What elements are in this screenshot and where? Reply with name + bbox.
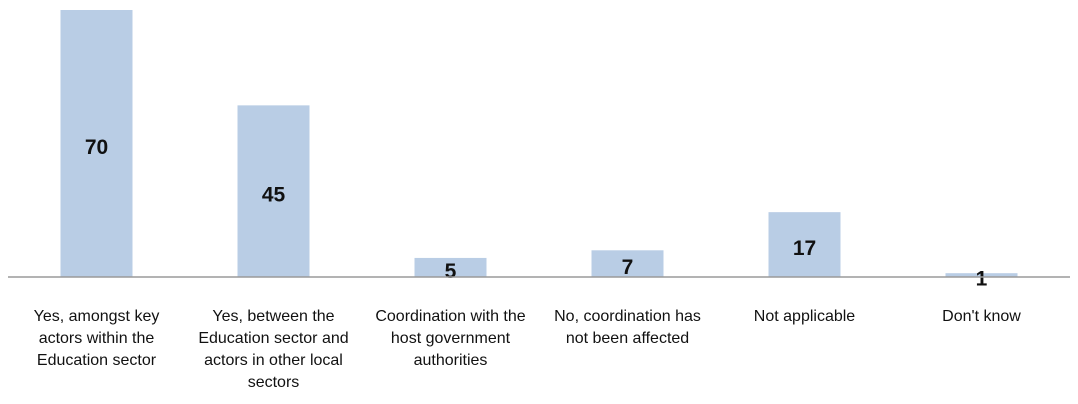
- bar: [414, 257, 487, 277]
- bar: [768, 212, 841, 277]
- bar: [945, 273, 1018, 277]
- value-label: 7: [622, 256, 634, 279]
- bar: [237, 105, 310, 277]
- category-label: Yes, amongst key actors within the Educa…: [33, 308, 160, 369]
- category-label: Not applicable: [753, 308, 856, 325]
- category-label: No, coordination has not been affected: [554, 308, 701, 347]
- value-label: 1: [976, 268, 988, 291]
- category-label: Yes, between the Education sector and ac…: [198, 308, 349, 391]
- bar: [60, 10, 133, 277]
- category-label: Coordination with the host government au…: [375, 308, 526, 369]
- bar: [591, 250, 664, 277]
- value-label: 17: [793, 237, 816, 260]
- value-label: 70: [85, 136, 108, 159]
- value-label: 45: [262, 184, 286, 207]
- value-label: 5: [445, 260, 457, 283]
- plot-area: 70 45 5 7 17 1: [8, 10, 1070, 291]
- category-label: Don't know: [942, 308, 1021, 325]
